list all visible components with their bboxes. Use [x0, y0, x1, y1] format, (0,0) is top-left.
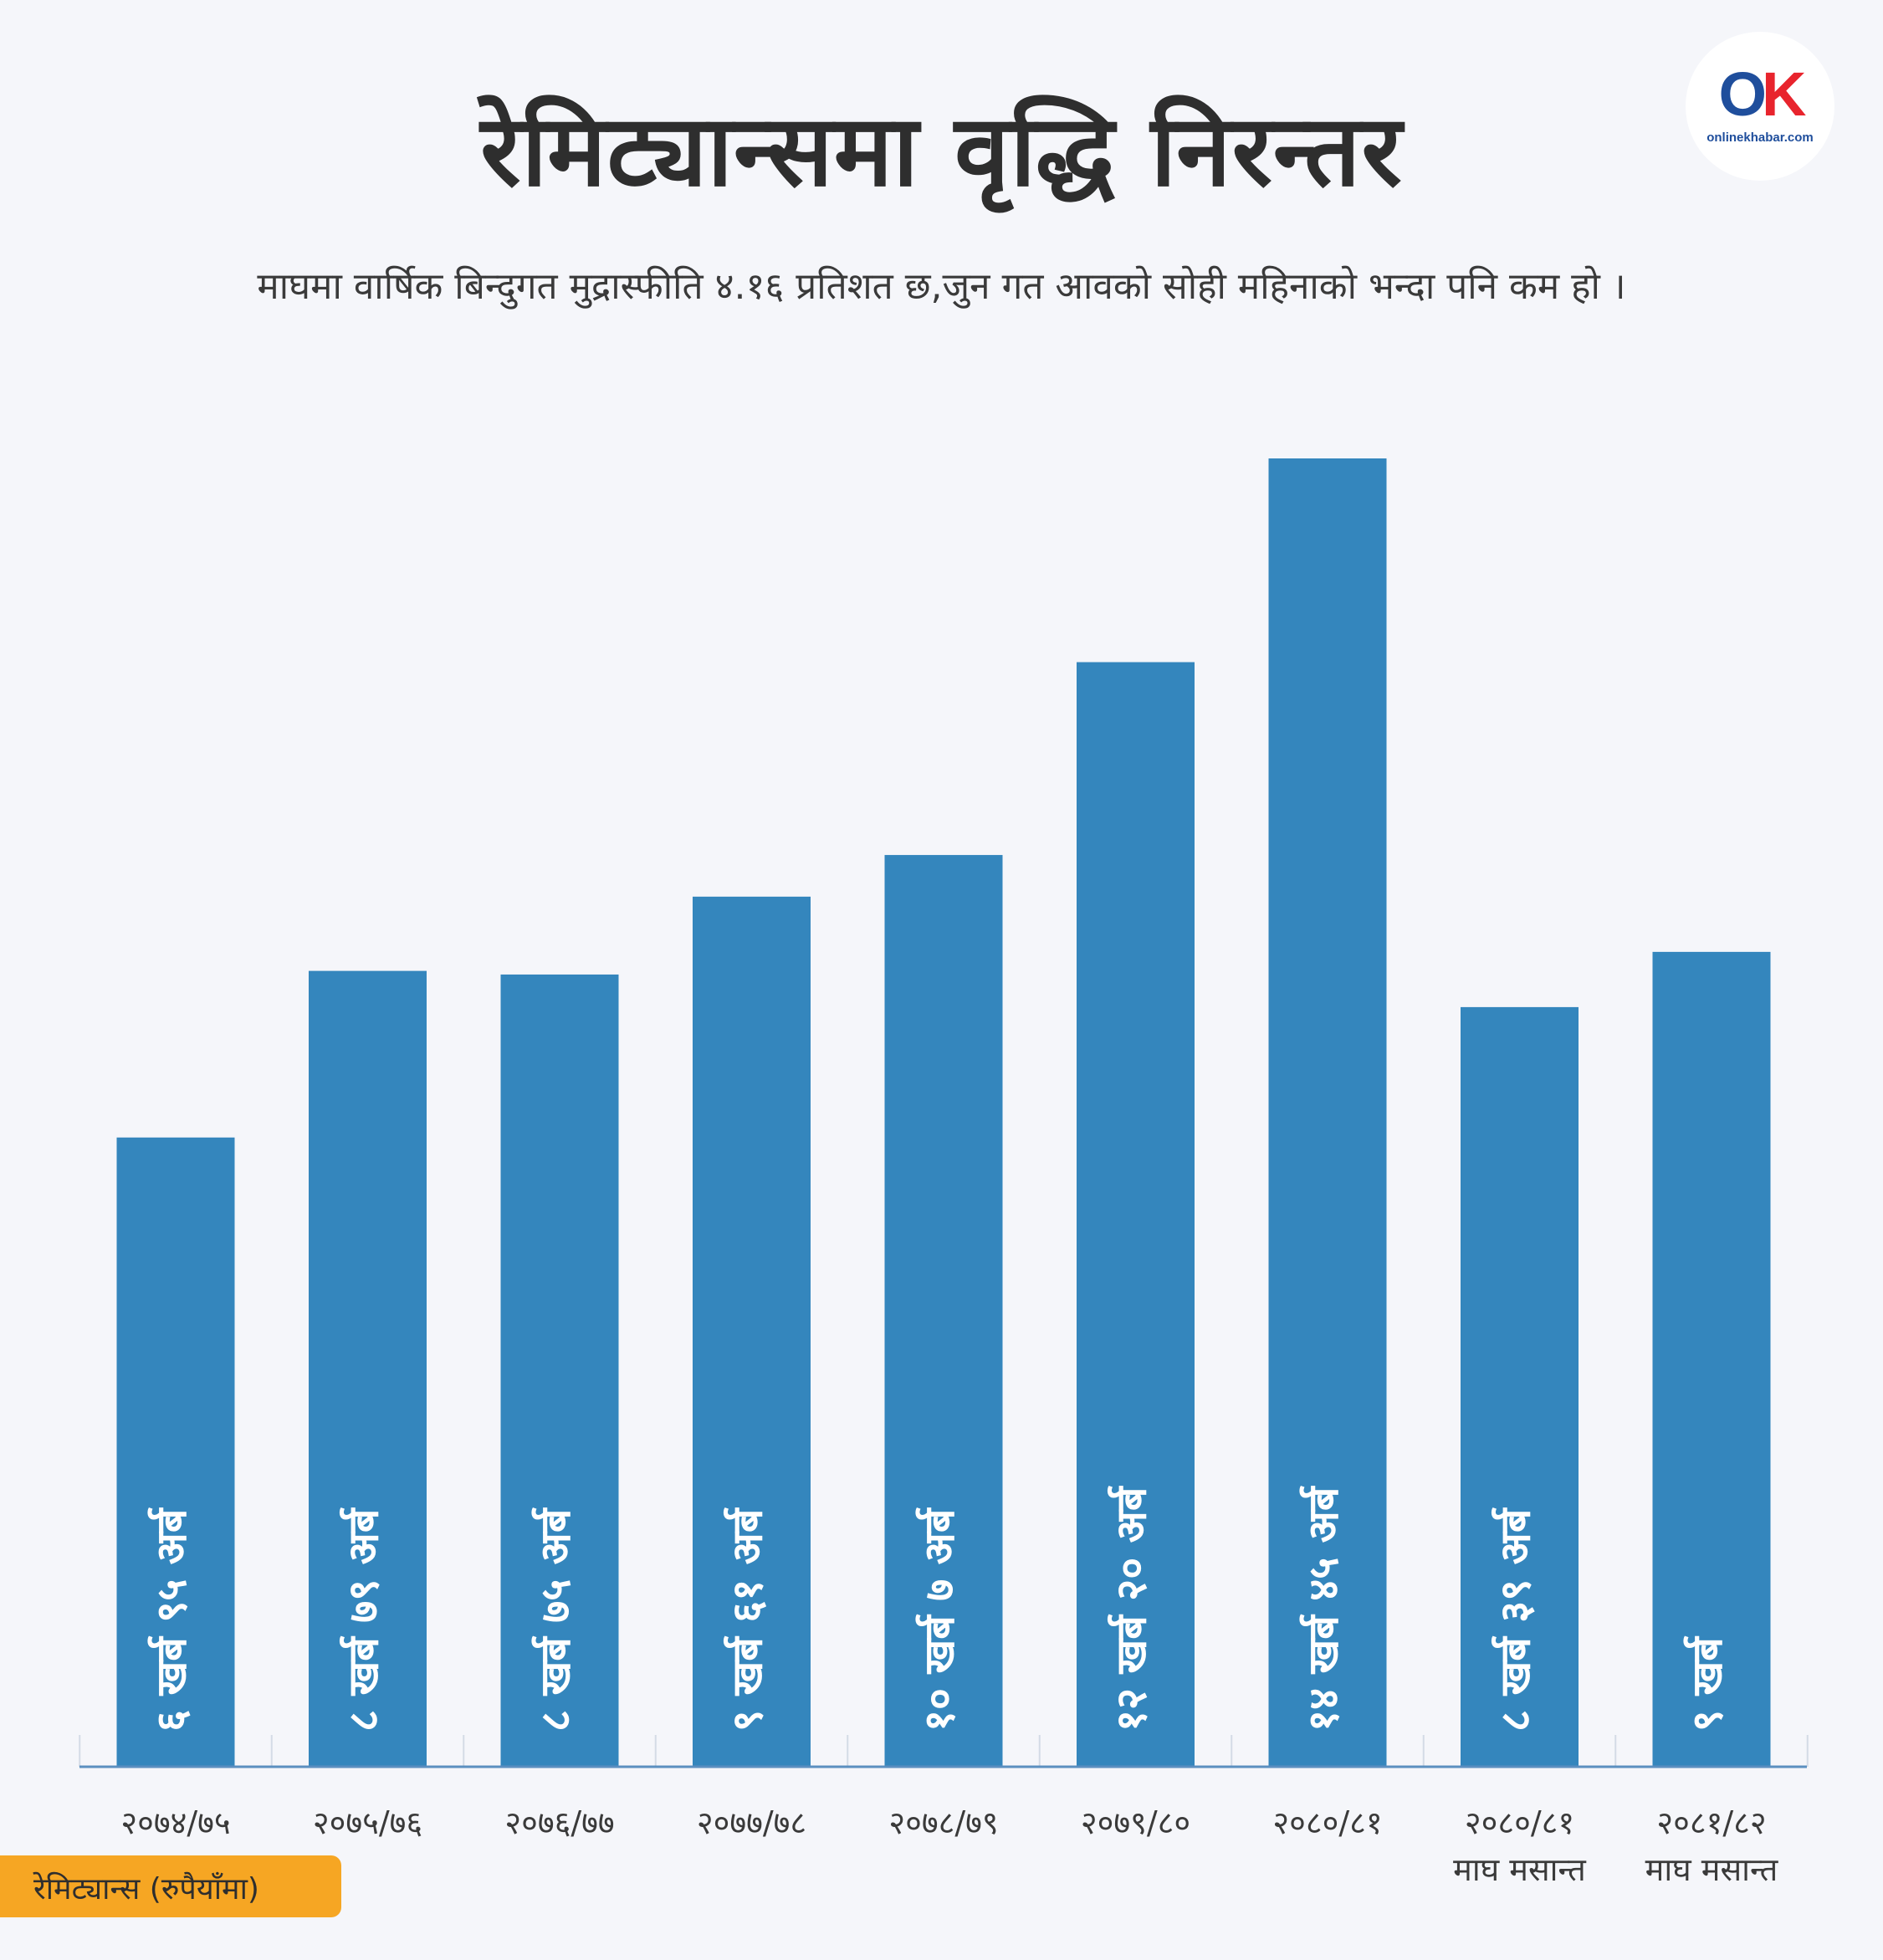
bar: [1077, 662, 1195, 1767]
x-tick-label: माघ मसान्त: [1645, 1851, 1779, 1888]
x-tick-label: २०७६/७७: [504, 1804, 614, 1841]
bar-data-label: ८ खर्ब ३९ अर्ब: [1492, 1507, 1540, 1732]
legend-label: रेमिट्यान्स (रुपैयाँमा): [33, 1872, 259, 1906]
bar-data-label: ६ खर्ब ९५ अर्ब: [147, 1507, 196, 1732]
bar-data-label: ८ खर्ब ७९ अर्ब: [340, 1507, 388, 1732]
bar-data-label: ८ खर्ब ७५ अर्ब: [531, 1507, 580, 1732]
legend-badge: रेमिट्यान्स (रुपैयाँमा): [0, 1855, 341, 1917]
x-tick-label: २०७४/७५: [120, 1804, 230, 1841]
bar: [116, 1137, 235, 1767]
x-tick-label: २०७९/८०: [1081, 1804, 1190, 1841]
bar-data-label: १२ खर्ब २० अर्ब: [1108, 1485, 1156, 1732]
x-tick-label: २०८०/८१: [1465, 1804, 1574, 1841]
chart-title: रेमिट्यान्समा वृद्धि निरन्तर: [480, 93, 1403, 208]
ok-logo-icon: OK: [1718, 59, 1806, 129]
bar-data-label: ९ खर्ब ६१ अर्ब: [724, 1507, 772, 1732]
bar-data-label: ९ खर्ब: [1683, 1635, 1732, 1732]
x-tick-label: २०७५/७६: [313, 1804, 422, 1841]
x-tick-label: २०७८/७९: [888, 1804, 998, 1841]
onlinekhabar-logo: OK onlinekhabar.com: [1686, 32, 1834, 181]
logo-text: onlinekhabar.com: [1706, 130, 1814, 145]
bar: [1268, 458, 1387, 1767]
chart-subtitle: माघमा वार्षिक बिन्दुगत मुद्रास्फीति ४.१६…: [257, 265, 1626, 308]
bar-data-label: १४ खर्ब ४५ अर्ब: [1299, 1485, 1348, 1732]
x-tick-label: २०७७/७८: [697, 1804, 806, 1841]
x-tick-label: २०८०/८१: [1272, 1804, 1382, 1841]
x-tick-label: २०८१/८२: [1656, 1804, 1766, 1841]
bar: [1461, 1006, 1579, 1767]
bar-data-label: १० खर्ब ७ अर्ब: [915, 1507, 964, 1732]
bar: [1652, 951, 1771, 1767]
x-tick-label: माघ मसान्त: [1453, 1851, 1587, 1888]
bar: [500, 974, 619, 1767]
bar: [309, 970, 427, 1767]
bar: [693, 896, 811, 1767]
bar: [884, 855, 1003, 1768]
